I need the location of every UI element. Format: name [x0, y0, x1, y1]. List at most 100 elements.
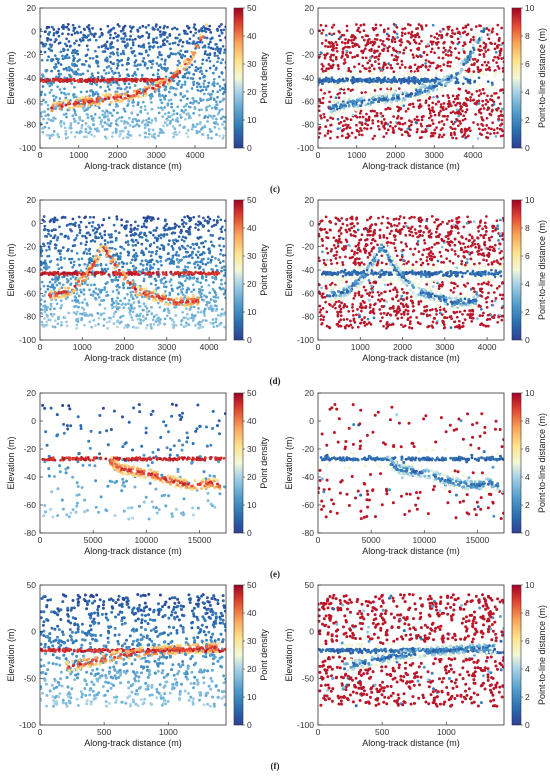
noise-point	[60, 304, 64, 307]
noise-point	[136, 67, 140, 71]
noise-point	[94, 49, 97, 53]
noise-point	[159, 236, 163, 240]
noise-point	[484, 98, 488, 102]
signal-point	[93, 273, 97, 277]
noise-point	[116, 325, 119, 329]
noise-point	[416, 128, 419, 131]
noise-point	[204, 278, 208, 282]
noise-point	[448, 64, 452, 68]
noise-point	[185, 32, 189, 36]
noise-point	[495, 44, 499, 48]
noise-point	[396, 51, 400, 55]
noise-point	[418, 42, 421, 46]
noise-point	[145, 219, 148, 222]
noise-point	[71, 70, 75, 74]
signal-point	[187, 272, 190, 276]
noise-point	[323, 115, 326, 119]
noise-point	[463, 42, 467, 46]
noise-point	[159, 106, 163, 109]
noise-point	[56, 134, 60, 137]
noise-point	[126, 44, 129, 48]
signal-point	[342, 106, 346, 110]
noise-point	[70, 33, 74, 37]
colorbar-tick-label: 10	[525, 3, 535, 13]
noise-point	[329, 136, 332, 140]
noise-point	[358, 30, 362, 34]
noise-point	[326, 119, 329, 122]
x-tick-label: 3000	[147, 150, 166, 160]
noise-point	[218, 286, 222, 290]
noise-point	[332, 113, 336, 117]
noise-point	[115, 217, 119, 221]
signal-point	[463, 58, 467, 62]
noise-point	[95, 90, 98, 94]
noise-point	[87, 125, 90, 128]
noise-point	[183, 54, 187, 58]
signal-point	[420, 85, 424, 89]
noise-point	[69, 261, 73, 264]
noise-point	[104, 89, 107, 93]
noise-point	[318, 125, 322, 129]
noise-point	[184, 247, 187, 251]
noise-point	[96, 293, 100, 296]
noise-point	[490, 42, 493, 46]
noise-point	[358, 133, 361, 136]
signal-point	[391, 97, 395, 101]
noise-point	[140, 235, 144, 239]
noise-point	[410, 120, 413, 124]
noise-point	[146, 123, 150, 127]
noise-point	[386, 27, 390, 30]
noise-point	[343, 41, 347, 45]
noise-point	[159, 259, 163, 263]
noise-point	[334, 55, 338, 59]
noise-point	[100, 45, 104, 48]
noise-point	[155, 23, 158, 26]
noise-point	[141, 308, 145, 312]
noise-point	[349, 70, 353, 73]
noise-point	[473, 62, 476, 65]
noise-point	[343, 91, 346, 95]
noise-point	[371, 109, 375, 113]
noise-point	[83, 28, 86, 31]
noise-point	[215, 117, 218, 121]
noise-point	[386, 47, 390, 50]
noise-point	[400, 128, 403, 131]
noise-point	[97, 100, 101, 103]
signal-point	[407, 77, 410, 81]
noise-point	[369, 40, 373, 44]
signal-point	[423, 89, 427, 93]
noise-point	[206, 27, 210, 31]
signal-point	[359, 97, 363, 101]
y-axis-label: Elevation (m)	[6, 51, 16, 104]
noise-point	[103, 286, 107, 289]
noise-point	[357, 107, 361, 111]
noise-point	[200, 108, 204, 111]
noise-point	[404, 110, 408, 113]
noise-point	[173, 93, 177, 97]
noise-point	[115, 252, 119, 256]
noise-point	[382, 63, 386, 67]
noise-point	[194, 65, 198, 69]
noise-point	[194, 28, 198, 31]
noise-point	[157, 111, 161, 115]
noise-point	[60, 91, 63, 94]
noise-point	[86, 283, 89, 287]
noise-point	[189, 55, 193, 58]
signal-point	[352, 78, 356, 81]
noise-point	[112, 322, 116, 325]
signal-point	[329, 79, 332, 82]
noise-point	[63, 316, 67, 320]
noise-point	[211, 71, 215, 75]
noise-point	[486, 61, 490, 64]
signal-point	[126, 94, 130, 98]
noise-point	[46, 305, 50, 309]
noise-point	[116, 283, 120, 287]
noise-point	[477, 99, 481, 103]
noise-point	[213, 277, 217, 280]
noise-point	[42, 304, 45, 308]
noise-point	[360, 123, 364, 127]
noise-point	[381, 42, 384, 46]
noise-point	[351, 75, 355, 79]
noise-point	[185, 229, 188, 233]
noise-point	[127, 243, 130, 246]
